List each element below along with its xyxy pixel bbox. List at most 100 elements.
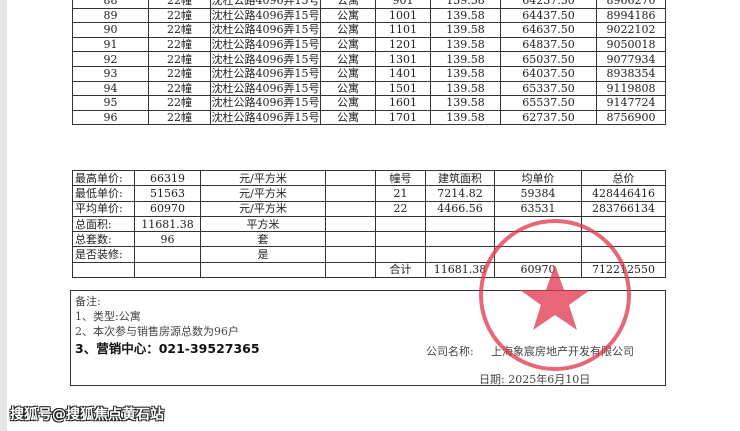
cell: 最低单价: — [72, 185, 135, 202]
cell: 是否装修: — [72, 246, 135, 263]
unit-row: 93 22幢 沈杜公路4096弄15号 公寓 1401 139.58 64037.50 893… — [72, 65, 666, 82]
cell: 公寓 — [320, 95, 376, 111]
cell: 沈杜公路4096弄15号 — [210, 7, 321, 24]
summary-table: 最高单价: 66319 元/平方米 幢号 建筑面积 均单价 总价 最低单价: 51563 元/平方… — [72, 169, 666, 279]
cell — [200, 261, 326, 279]
cell: 公寓 — [320, 22, 376, 38]
cell — [325, 246, 376, 263]
cell: 64837.50 — [500, 36, 597, 53]
cell: 套 — [200, 231, 326, 248]
cell: 22幢 — [148, 109, 211, 126]
cell: 428446416 — [581, 185, 666, 202]
unit-row: 88 22幢 沈杜公路4096弄15号 公寓 901 139.58 64237.50 8966… — [72, 0, 666, 9]
cell: 幢号 — [375, 169, 426, 187]
cell: 64037.50 — [500, 65, 597, 82]
cell: 7214.82 — [425, 185, 495, 202]
cell: 92 — [72, 51, 149, 67]
cell: 64237.50 — [500, 0, 597, 9]
cell — [494, 246, 582, 263]
cell — [375, 231, 426, 248]
cell: 139.58 — [430, 95, 501, 111]
cell: 8756900 — [596, 109, 666, 126]
cell — [494, 215, 582, 233]
cell: 公寓 — [320, 65, 376, 82]
cell — [325, 231, 376, 248]
unit-row: 92 22幢 沈杜公路4096弄15号 公寓 1301 139.58 65037.50 907… — [72, 51, 666, 67]
summary-row: 合计 11681.38 60970 712212550 — [72, 261, 666, 279]
summary-row: 是否装修: 是 — [72, 246, 666, 263]
cell: 95 — [72, 95, 149, 111]
cell: 51563 — [134, 185, 201, 202]
cell: 8966270 — [596, 0, 666, 9]
unit-row: 96 22幢 沈杜公路4096弄15号 公寓 1701 139.58 62737.50 875… — [72, 109, 666, 126]
cell — [325, 169, 376, 187]
cell: 公寓 — [320, 36, 376, 53]
cell: 22幢 — [148, 0, 211, 9]
cell: 1201 — [375, 36, 431, 53]
cell: 11681.38 — [134, 215, 201, 233]
cell: 59384 — [494, 185, 582, 202]
cell — [494, 231, 582, 248]
cell: 22幢 — [148, 7, 211, 24]
cell: 元/平方米 — [200, 185, 326, 202]
cell: 公寓 — [320, 0, 376, 9]
notes-box: 备注: 1、类型:公寓 2、本次参与销售房源总数为96户 3、营销中心：021-… — [70, 290, 666, 386]
cell: 60970 — [494, 261, 582, 279]
cell: 22幢 — [148, 22, 211, 38]
cell — [325, 215, 376, 233]
summary-row: 总套数: 96 套 — [72, 231, 666, 248]
cell: 4466.56 — [425, 200, 495, 217]
company-label: 公司名称: — [426, 345, 474, 358]
cell: 139.58 — [430, 51, 501, 67]
cell — [581, 231, 666, 248]
cell: 9147724 — [596, 95, 666, 111]
cell: 最高单价: — [72, 169, 135, 187]
cell — [72, 261, 135, 279]
note-count: 2、本次参与销售房源总数为96户 — [75, 325, 239, 338]
cell: 11681.38 — [425, 261, 495, 279]
cell — [581, 215, 666, 233]
cell: 90 — [72, 22, 149, 38]
unit-row: 95 22幢 沈杜公路4096弄15号 公寓 1601 139.58 65537.50 914… — [72, 95, 666, 111]
cell: 合计 — [375, 261, 426, 279]
cell: 283766134 — [581, 200, 666, 217]
notes-title: 备注: — [75, 295, 101, 308]
cell: 66319 — [134, 169, 201, 187]
cell: 沈杜公路4096弄15号 — [210, 51, 321, 67]
summary-row: 平均单价: 60970 元/平方米 22 4466.56 63531 283766134 — [72, 200, 666, 217]
cell: 22 — [375, 200, 426, 217]
cell: 公寓 — [320, 109, 376, 126]
cell — [425, 246, 495, 263]
cell: 712212550 — [581, 261, 666, 279]
company-name: 上海象宸房地产开发有限公司 — [491, 345, 634, 358]
cell: 96 — [134, 231, 201, 248]
cell: 总套数: — [72, 231, 135, 248]
units-table: 88 22幢 沈杜公路4096弄15号 公寓 901 139.58 64237.50 8966… — [72, 0, 666, 126]
cell — [581, 246, 666, 263]
cell — [375, 246, 426, 263]
cell: 139.58 — [430, 80, 501, 97]
cell: 9050018 — [596, 36, 666, 53]
cell: 139.58 — [430, 65, 501, 82]
cell: 139.58 — [430, 0, 501, 9]
cell: 1401 — [375, 65, 431, 82]
cell: 65537.50 — [500, 95, 597, 111]
cell: 94 — [72, 80, 149, 97]
cell: 1101 — [375, 22, 431, 38]
cell: 沈杜公路4096弄15号 — [210, 22, 321, 38]
cell: 1501 — [375, 80, 431, 97]
cell — [375, 215, 426, 233]
cell: 8938354 — [596, 65, 666, 82]
date: 日期: 2025年6月10日 — [479, 373, 591, 386]
summary-row: 最低单价: 51563 元/平方米 21 7214.82 59384 428446416 — [72, 185, 666, 202]
cell: 65037.50 — [500, 51, 597, 67]
cell: 均单价 — [494, 169, 582, 187]
cell: 元/平方米 — [200, 169, 326, 187]
cell: 91 — [72, 36, 149, 53]
cell: 元/平方米 — [200, 200, 326, 217]
cell: 沈杜公路4096弄15号 — [210, 36, 321, 53]
cell: 8994186 — [596, 7, 666, 24]
cell: 21 — [375, 185, 426, 202]
cell: 139.58 — [430, 36, 501, 53]
watermark: 搜狐号@搜狐焦点黄石站 — [10, 407, 164, 423]
